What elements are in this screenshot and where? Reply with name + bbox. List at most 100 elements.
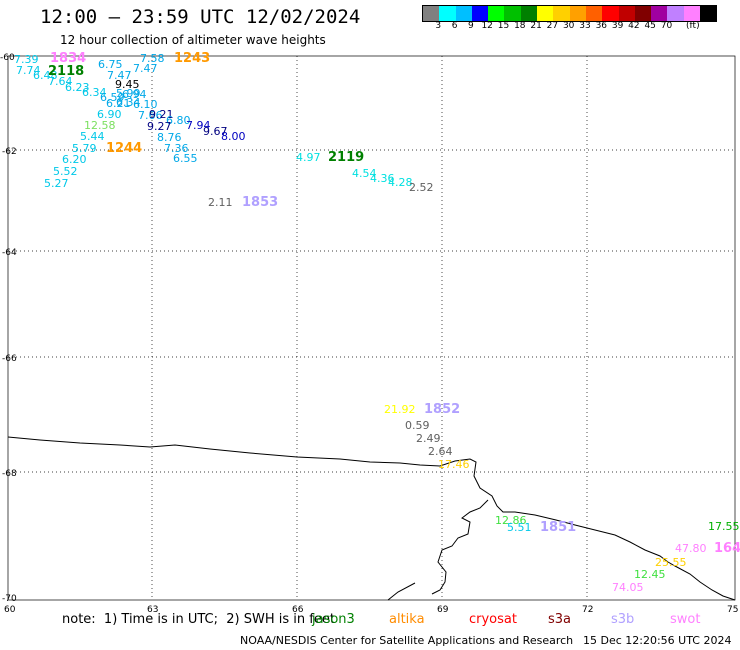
legend-swatch	[651, 6, 668, 21]
wave-height-value: 6.10	[133, 98, 158, 111]
wave-height-value: 7.47	[133, 62, 158, 75]
wave-height-value: 7.74	[16, 64, 41, 77]
legend-swatch	[423, 6, 440, 21]
pass-time-label: 1851	[540, 520, 576, 535]
wave-height-value: 6.55	[173, 152, 198, 165]
legend-label: 36	[595, 21, 608, 31]
legend-label: 6	[451, 21, 458, 31]
wave-height-value: 9.21	[149, 108, 174, 121]
legend-label: 18	[514, 21, 526, 31]
wave-height-value: 7.39	[14, 53, 39, 66]
page-subtitle: 12 hour collection of altimeter wave hei…	[60, 33, 326, 47]
pass-time-label: 1853	[242, 195, 278, 210]
map-frame	[7, 55, 736, 601]
lat-label: -68	[2, 469, 17, 479]
color-legend	[422, 5, 718, 22]
legend-swatch	[455, 6, 472, 21]
lat-label: -66	[2, 354, 17, 364]
wave-height-value: 2.11	[208, 196, 233, 209]
wave-height-value: 5.52	[53, 165, 78, 178]
legend-label: 9	[468, 21, 474, 31]
wave-height-value: 6.80	[166, 114, 191, 127]
page-title: 12:00 – 23:59 UTC 12/02/2024	[40, 6, 361, 28]
legend-swatch	[634, 6, 652, 21]
wave-height-value: 6.34	[82, 86, 107, 99]
satellite-cryosat: cryosat	[469, 612, 517, 627]
legend-swatch	[683, 6, 701, 21]
wave-height-value: 6.34	[116, 96, 141, 109]
wave-height-value: 6.20	[62, 153, 87, 166]
legend-label: 45	[644, 21, 656, 31]
wave-height-value: 6.23	[65, 81, 90, 94]
wave-height-value: 21.92	[384, 403, 416, 416]
legend-label: 21	[530, 21, 542, 31]
wave-height-value: 5.44	[80, 130, 105, 143]
legend-label: (ft)	[686, 21, 700, 31]
wave-height-value: 74.05	[612, 581, 644, 594]
satellite-swot: swot	[670, 612, 701, 627]
satellite-s3a: s3a	[548, 612, 572, 627]
wave-height-value: 4.28	[388, 176, 413, 189]
wave-height-value: 7.94	[186, 119, 211, 132]
footer-note: note: 1) Time is in UTC; 2) SWH is in fe…	[62, 612, 335, 627]
wave-height-value: 7.64	[48, 75, 73, 88]
wave-height-value: 8.00	[221, 130, 246, 143]
legend-label: 39	[611, 21, 624, 31]
legend-swatch	[471, 6, 489, 21]
legend-swatch	[585, 6, 603, 21]
wave-height-value: 5.27	[44, 177, 69, 190]
wave-height-value: 9.45	[115, 78, 140, 91]
lat-label: -64	[2, 248, 17, 258]
pass-time-label: 2118	[48, 64, 84, 79]
legend-swatch	[520, 6, 538, 21]
pass-time-label: 1243	[174, 51, 210, 66]
wave-height-value: 6.48	[33, 69, 58, 82]
wave-height-value: 6.94	[122, 88, 147, 101]
legend-label: 33	[579, 21, 591, 31]
legend-label: 27	[546, 21, 559, 31]
footer-credit: NOAA/NESDIS Center for Satellite Applica…	[240, 634, 574, 647]
wave-height-value: 2.49	[416, 432, 441, 445]
satellite-jason3: jason3	[312, 612, 355, 627]
wave-height-value: 2.52	[409, 181, 434, 194]
wave-height-value: 5.51	[507, 521, 532, 534]
legend-label: 15	[497, 21, 510, 31]
wave-height-value: 6.90	[97, 108, 122, 121]
pass-time-label: 1834	[50, 51, 86, 66]
wave-height-value: 5.79	[72, 142, 97, 155]
wave-height-value: 5.99	[116, 87, 141, 100]
pass-time-label: 2119	[328, 150, 364, 165]
wave-height-value: 6.21	[106, 97, 131, 110]
wave-height-value: 4.54	[352, 167, 377, 180]
lon-label: 69	[437, 605, 449, 615]
lon-label: 72	[582, 605, 593, 615]
wave-height-value: 12.45	[634, 568, 666, 581]
wave-height-value: 25.55	[655, 556, 687, 569]
wave-height-value: 17.46	[438, 458, 470, 471]
lon-label: 60	[4, 605, 16, 615]
pass-time-label: 164	[714, 541, 740, 556]
legend-swatch	[553, 6, 570, 21]
lon-label: 63	[147, 605, 158, 615]
wave-height-value: 2.64	[428, 445, 453, 458]
wave-height-value: 9.67	[203, 125, 228, 138]
pass-time-markers: 1834 2118 1243 1244 2119 1853 1852 1851 …	[48, 51, 740, 556]
wave-height-value: 8.76	[157, 131, 182, 144]
legend-label: 70	[660, 21, 673, 31]
legend-label: 30	[562, 21, 575, 31]
legend-swatch	[537, 6, 554, 21]
legend-swatch	[488, 6, 505, 21]
grid-lines	[8, 56, 735, 600]
legend-label: 12	[481, 21, 493, 31]
lat-label: -70	[2, 594, 17, 604]
legend-swatch	[504, 6, 521, 21]
lat-label: -62	[2, 147, 17, 157]
wave-height-value: 4.36	[370, 172, 395, 185]
legend-label: 3	[435, 21, 442, 31]
wave-height-value: 12.86	[495, 514, 527, 527]
legend-swatch	[700, 6, 717, 21]
pass-time-label: 1244	[106, 141, 142, 156]
lon-label: 75	[727, 605, 738, 615]
footer-date: 15 Dec 12:20:56 UTC 2024	[583, 634, 732, 647]
